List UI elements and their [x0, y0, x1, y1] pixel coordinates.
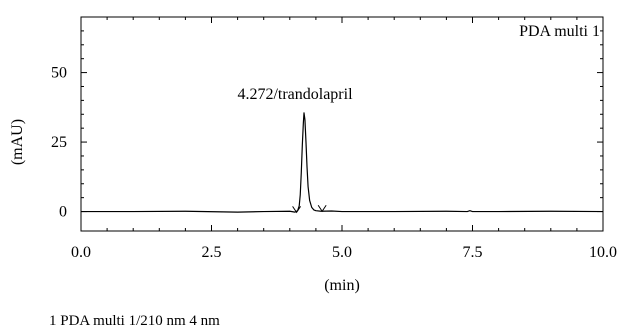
- legend-entry: PDA multi 1: [519, 23, 600, 40]
- plot-frame: [80, 16, 604, 232]
- x-tick-label: 7.5: [463, 244, 483, 261]
- integration-mark: [292, 206, 302, 214]
- detector-footnote: 1 PDA multi 1/210 nm 4 nm: [49, 313, 220, 329]
- peak-label: 4.272/trandolapril: [237, 86, 353, 103]
- y-axis-ticks: 0 25 50: [51, 30, 603, 221]
- x-axis-ticks: 0.0 2.5 5.0 7.5 10.0: [71, 17, 617, 261]
- y-axis-title: (mAU): [9, 119, 26, 165]
- x-tick-label: 10.0: [589, 244, 617, 261]
- integration-mark: [317, 204, 327, 213]
- x-tick-label: 2.5: [202, 244, 222, 261]
- series-line: [81, 112, 604, 213]
- y-tick-label: 0: [59, 204, 67, 221]
- plot-area: [80, 16, 604, 232]
- x-tick-label: 5.0: [332, 244, 352, 261]
- y-tick-label: 25: [51, 134, 67, 151]
- y-tick-label: 50: [51, 65, 67, 82]
- integration-marks: [292, 204, 327, 214]
- annotations: 4.272/trandolapril: [237, 86, 353, 103]
- x-tick-label: 0.0: [71, 244, 91, 261]
- x-axis-title: (min): [324, 277, 360, 294]
- series-layer: [81, 112, 604, 213]
